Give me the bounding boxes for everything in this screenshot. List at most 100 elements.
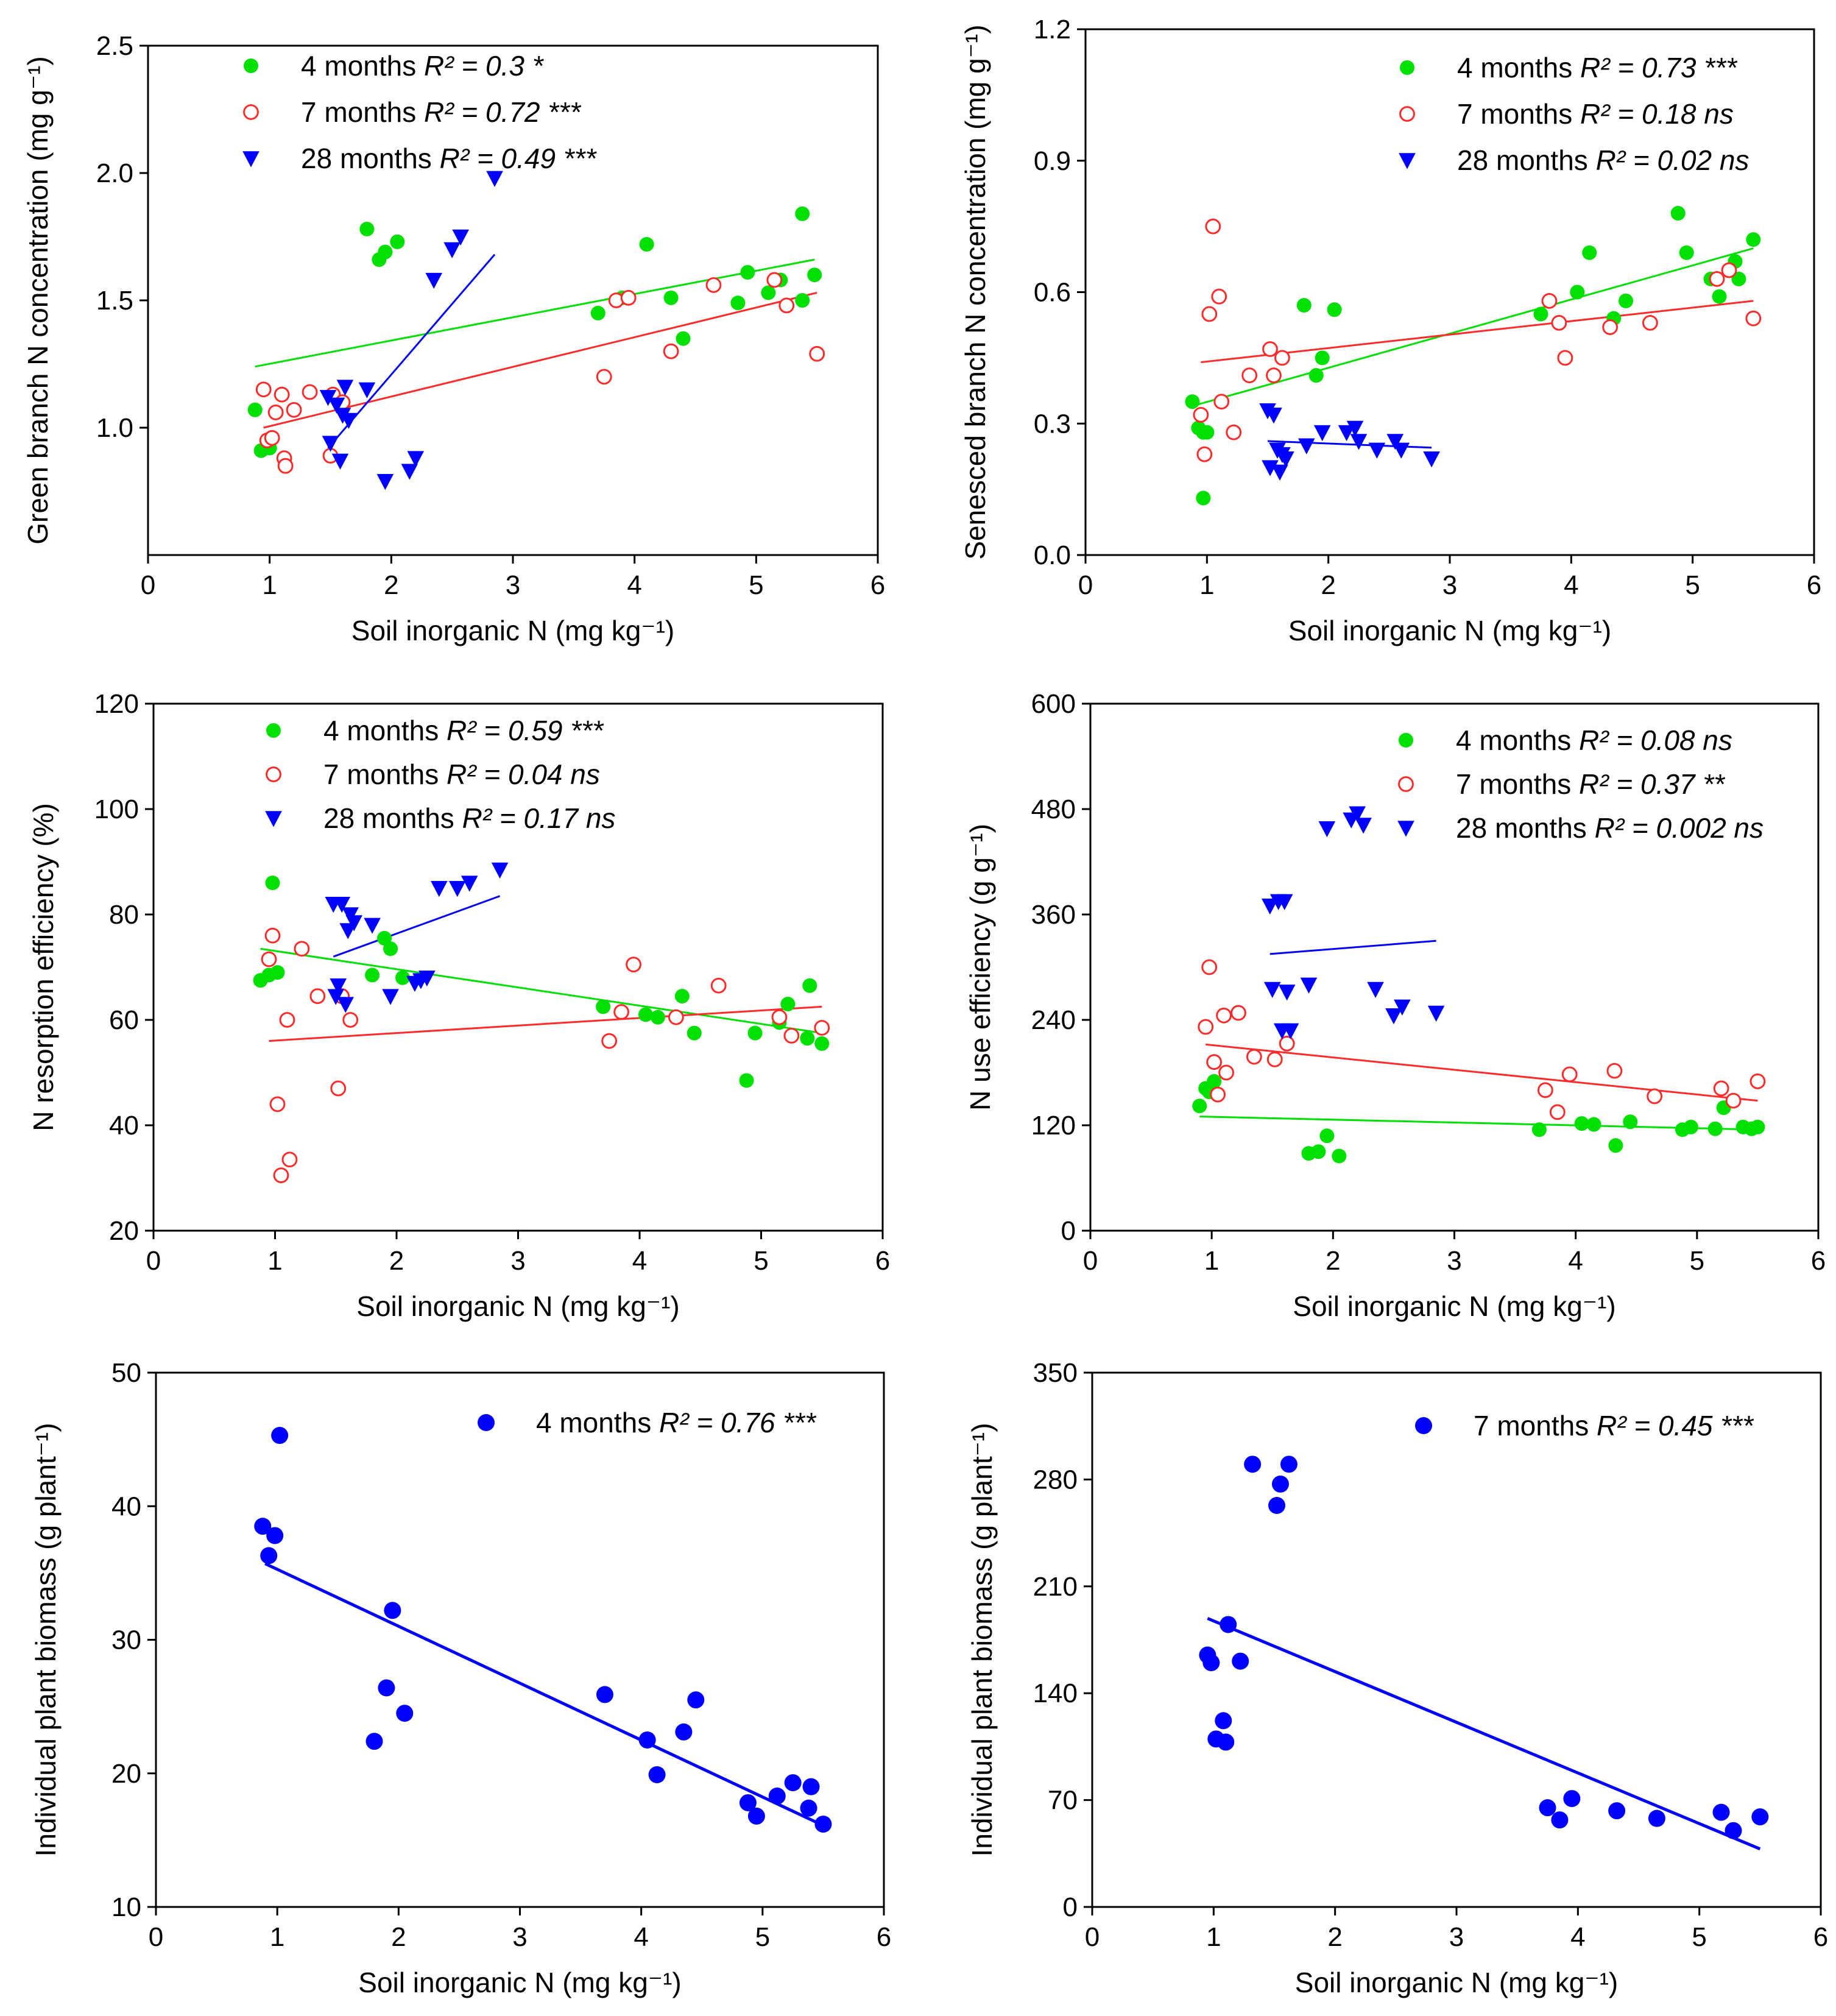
data-point (783, 1028, 800, 1044)
data-point (1386, 434, 1404, 450)
data-point (1746, 232, 1761, 247)
x-axis-label: Soil inorganic N (mg kg⁻¹) (1293, 1290, 1615, 1322)
data-point (1608, 1138, 1623, 1153)
data-point (270, 965, 285, 980)
x-tick-label: 5 (1692, 1922, 1706, 1952)
data-point (1712, 1803, 1730, 1821)
x-tick-label: 4 (1568, 1246, 1583, 1276)
data-point (675, 1723, 693, 1741)
data-point (267, 405, 284, 420)
data-point (766, 272, 783, 288)
data-point (639, 237, 654, 252)
x-tick-label: 5 (749, 570, 763, 600)
x-tick-label: 1 (1204, 1246, 1219, 1276)
x-tick-label: 2 (391, 1922, 406, 1952)
data-point (1201, 959, 1218, 975)
x-tick-label: 4 (1570, 1922, 1585, 1952)
legend-label: 28 months R² = 0.002 ns (1456, 812, 1764, 844)
fit-line (263, 292, 817, 429)
data-point (1196, 446, 1213, 462)
data-point (448, 881, 466, 897)
data-point (1192, 1098, 1207, 1114)
series-points (1199, 1455, 1769, 1839)
data-point (486, 171, 503, 187)
y-axis-label: Green branch N concentration (mg g⁻¹) (22, 56, 54, 545)
data-point (328, 397, 345, 414)
x-tick-label: 2 (384, 570, 398, 600)
legend: 4 months R² = 0.76 *** (478, 1407, 817, 1438)
x-tick-label: 0 (1078, 570, 1093, 600)
data-point (1602, 319, 1619, 335)
legend-r2: R² = 0.72 *** (424, 96, 582, 128)
legend: 4 months R² = 0.59 ***7 months R² = 0.04… (265, 715, 615, 834)
x-tick-label: 3 (512, 1922, 527, 1952)
legend-label: 7 months R² = 0.37 ** (1456, 768, 1726, 800)
legend-label: 7 months R² = 0.72 *** (301, 96, 582, 128)
y-tick-label: 1.2 (1034, 15, 1071, 44)
data-point (322, 436, 339, 452)
data-point (425, 272, 443, 289)
x-tick-label: 4 (634, 1922, 648, 1952)
y-tick-label: 0 (1063, 1892, 1078, 1922)
y-tick-label: 20 (109, 1216, 139, 1246)
data-point (1712, 289, 1727, 304)
data-point (260, 1547, 278, 1565)
data-point (1196, 490, 1211, 506)
data-point (795, 293, 810, 308)
data-point (1608, 1802, 1626, 1820)
legend-label: 28 months R² = 0.49 *** (301, 143, 598, 174)
data-point (395, 970, 410, 985)
data-point (784, 1774, 802, 1792)
y-tick-label: 210 (1033, 1572, 1078, 1602)
y-tick-label: 120 (94, 689, 139, 719)
data-point (1220, 1616, 1237, 1633)
x-tick-label: 3 (510, 1246, 525, 1276)
y-tick-label: 280 (1033, 1465, 1078, 1494)
y-tick-label: 40 (109, 1111, 139, 1141)
data-point (1216, 1007, 1232, 1024)
legend-marker (1399, 733, 1413, 748)
legend-series-name: 4 months (536, 1407, 659, 1438)
data-point (1262, 460, 1279, 476)
legend-r2: R² = 0.002 ns (1595, 812, 1764, 844)
data-point (687, 1025, 702, 1041)
chart-panel-2: 0 1 2 3 4 5 6 0.0 0.3 0.6 0.9 1.2 Soil inorganic N (… (959, 15, 1821, 646)
data-point (1707, 1121, 1723, 1136)
y-tick-label: 0.9 (1034, 146, 1071, 176)
data-point (1215, 1712, 1232, 1730)
legend-marker (244, 58, 258, 73)
plot-frame (155, 1371, 885, 1908)
fit-line (1199, 1116, 1758, 1131)
fit-line (1201, 300, 1754, 364)
series-points (1193, 218, 1762, 462)
y-tick-label: 40 (111, 1491, 141, 1521)
data-point (1623, 1114, 1638, 1130)
y-tick-label: 600 (1031, 689, 1076, 719)
data-point (1531, 1122, 1547, 1137)
data-point (390, 234, 405, 249)
data-point (461, 875, 478, 892)
data-point (1207, 1073, 1222, 1089)
legend-r2: R² = 0.02 ns (1596, 144, 1749, 176)
data-point (261, 951, 277, 967)
data-point (1750, 1119, 1765, 1134)
data-point (345, 915, 362, 932)
data-point (1277, 451, 1294, 468)
data-point (364, 918, 381, 934)
x-tick-label: 1 (1199, 570, 1214, 600)
fit-line (269, 1005, 822, 1042)
data-point (1280, 1455, 1298, 1473)
data-point (650, 1010, 665, 1025)
y-axis-label: N resorption efficiency (%) (27, 803, 59, 1131)
data-point (302, 384, 318, 400)
data-point (1721, 262, 1737, 278)
data-point (807, 267, 822, 283)
data-point (1211, 288, 1227, 305)
legend-marker (1415, 1417, 1432, 1434)
legend: 4 months R² = 0.3 *7 months R² = 0.72 **… (242, 50, 598, 174)
data-point (1199, 425, 1215, 440)
data-point (802, 978, 817, 993)
y-tick-label: 20 (111, 1759, 141, 1789)
legend-series-name: 28 months (301, 143, 440, 174)
x-tick-label: 3 (1449, 1922, 1464, 1952)
